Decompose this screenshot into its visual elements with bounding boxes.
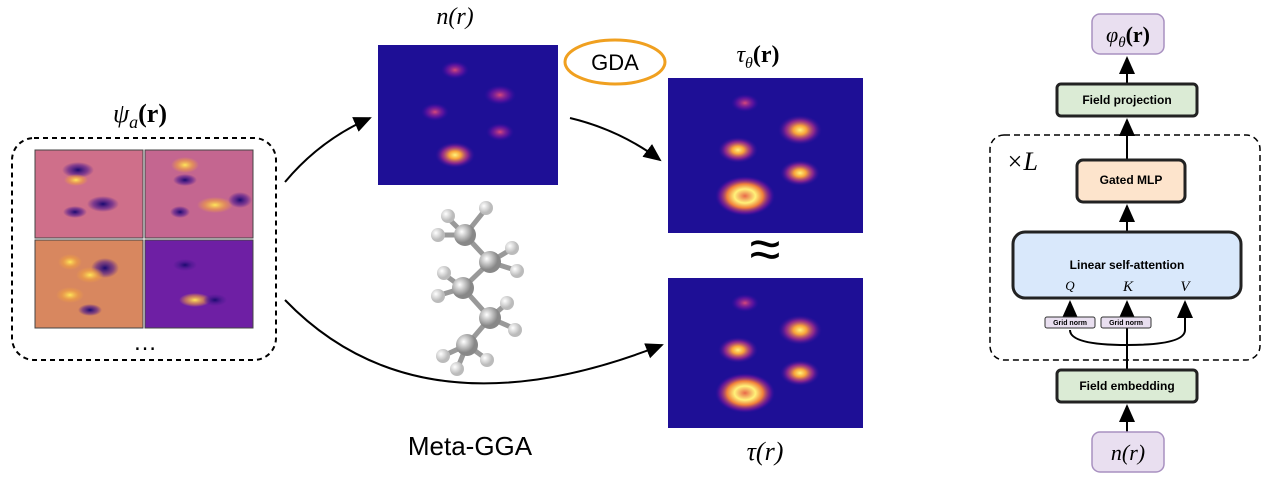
norm-label: Grid norm <box>1109 320 1143 327</box>
argument: (r) <box>138 99 167 128</box>
argument: (r) <box>753 42 780 68</box>
repeat-label: ×L <box>1006 147 1038 176</box>
ellipsis: … <box>133 329 157 356</box>
approx: ≈ <box>750 217 781 280</box>
symbol: φ <box>1106 22 1118 47</box>
symbol: ψ <box>113 99 130 128</box>
target-map <box>668 278 863 428</box>
gda-label: GDA <box>591 50 639 75</box>
arrow <box>570 118 660 160</box>
qkv-label: Q <box>1065 278 1075 293</box>
norm-label: Grid norm <box>1053 320 1087 327</box>
figure: ψa(r) … n(r) GDA <box>0 0 1261 481</box>
subscript: a <box>129 112 138 132</box>
arrow <box>285 118 370 182</box>
predicted-map <box>668 78 863 233</box>
mlp-label: Gated MLP <box>1100 173 1163 187</box>
predicted-label: τθ(r) <box>736 42 779 72</box>
density-map <box>378 45 558 185</box>
target-label: τ(r) <box>747 437 784 466</box>
argument: (r) <box>1126 22 1150 47</box>
orbital-label: ψa(r) <box>113 99 167 132</box>
molecule <box>431 201 524 376</box>
projection-label: Field projection <box>1082 93 1171 107</box>
orbital-maps <box>35 150 253 328</box>
output-label: φθ(r) <box>1106 22 1150 51</box>
method-label: Meta-GGA <box>408 431 533 461</box>
subscript: θ <box>745 55 753 72</box>
embedding-label: Field embedding <box>1079 379 1174 393</box>
attention-label: Linear self-attention <box>1070 258 1185 272</box>
input-label: n(r) <box>1111 440 1145 465</box>
density-label: n(r) <box>436 4 473 30</box>
qkv-label: K <box>1122 279 1134 295</box>
